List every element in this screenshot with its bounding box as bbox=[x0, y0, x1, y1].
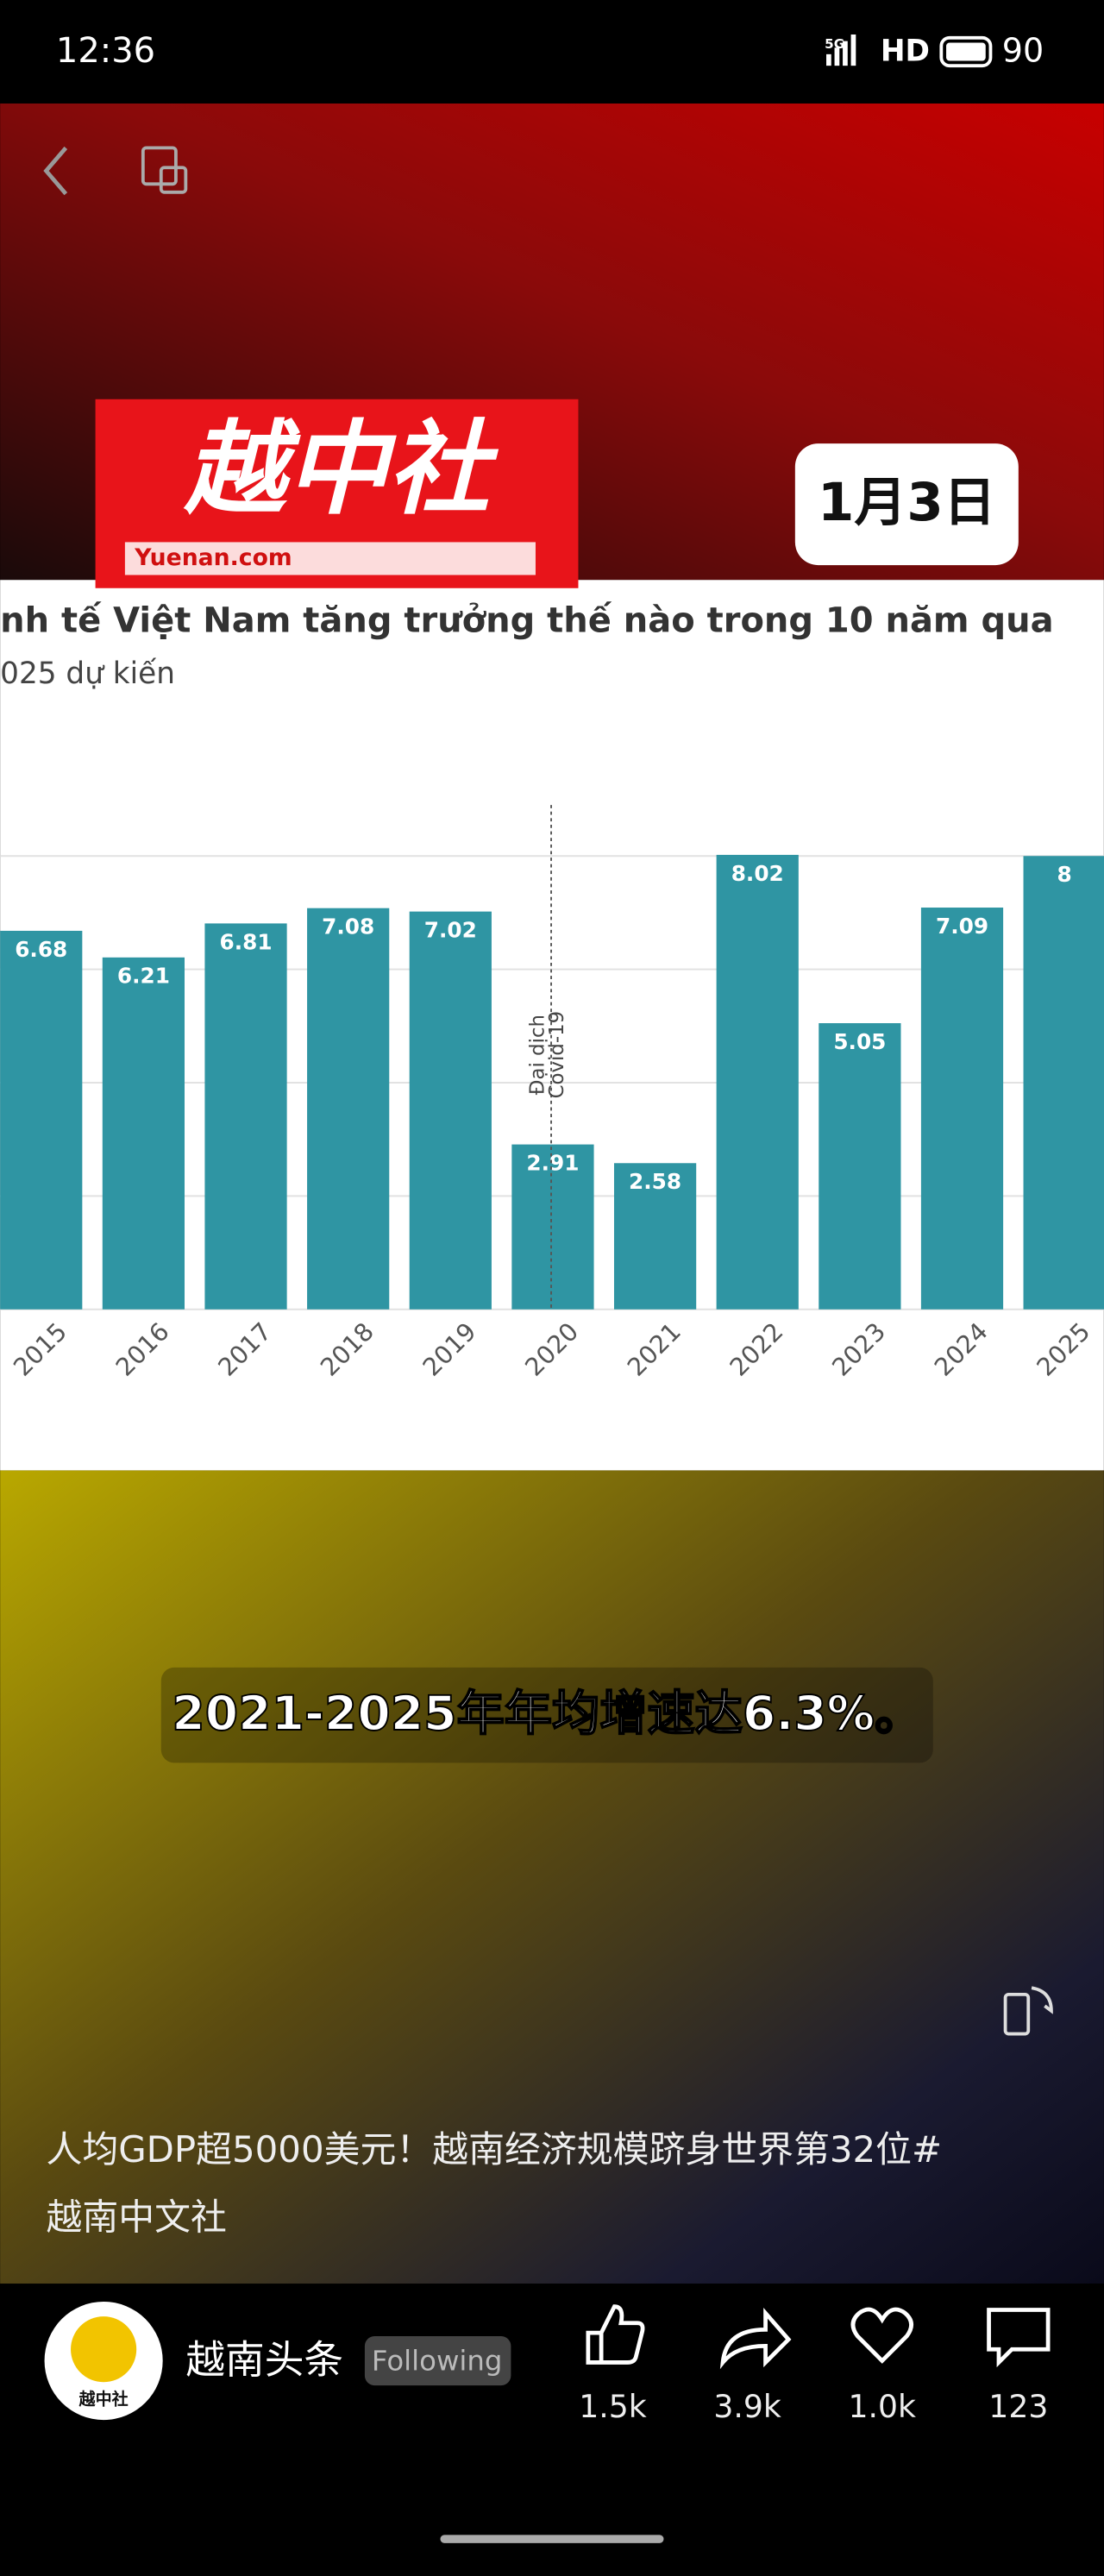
subtitle-bg bbox=[160, 1667, 933, 1763]
video-bottom bbox=[0, 1470, 1104, 2284]
home-indicator bbox=[440, 2535, 664, 2543]
bar bbox=[0, 930, 83, 1310]
bar bbox=[819, 1023, 901, 1310]
data-label: 8.02 bbox=[731, 861, 784, 886]
data-label: 5.05 bbox=[833, 1029, 886, 1054]
bar bbox=[511, 1144, 594, 1310]
heart-icon[interactable] bbox=[850, 2307, 913, 2364]
data-label: 7.02 bbox=[424, 917, 477, 942]
brand-site: Yuenan.com bbox=[134, 544, 292, 571]
bar bbox=[204, 923, 287, 1310]
brand-strip bbox=[124, 542, 536, 575]
action-count: 3.9k bbox=[713, 2388, 781, 2425]
date-badge-bg bbox=[794, 443, 1019, 566]
bar bbox=[920, 908, 1004, 1310]
description-line: 越南中文社 bbox=[46, 2196, 226, 2238]
time: 12:36 bbox=[56, 31, 155, 71]
battery-icon bbox=[939, 35, 993, 68]
date-badge: 1月3日 bbox=[818, 472, 996, 533]
bar bbox=[1023, 856, 1104, 1310]
back-button[interactable] bbox=[43, 146, 68, 196]
action-icons bbox=[586, 2304, 1051, 2370]
action-count: 1.5k bbox=[579, 2388, 647, 2425]
annotation: Covid-19 bbox=[546, 1011, 568, 1099]
bar bbox=[409, 911, 492, 1310]
data-label: 6.68 bbox=[15, 937, 67, 962]
author-name[interactable]: 越南头条 bbox=[185, 2337, 343, 2383]
avatar-logo bbox=[71, 2316, 137, 2383]
window-button[interactable] bbox=[141, 146, 188, 194]
data-label: 2.91 bbox=[526, 1150, 579, 1175]
like-icon[interactable] bbox=[586, 2304, 645, 2365]
battery-level bbox=[946, 42, 986, 61]
chart-title: nh tế Việt Nam tăng trưởng thế nào trong… bbox=[0, 601, 1053, 641]
action-count: 1.0k bbox=[849, 2388, 917, 2425]
bar bbox=[716, 854, 799, 1310]
signal: 5G bbox=[825, 36, 844, 52]
follow-button-bg[interactable] bbox=[364, 2335, 511, 2386]
battery: 90 bbox=[1002, 31, 1044, 69]
bar bbox=[613, 1163, 697, 1310]
data-label: 7.09 bbox=[936, 914, 988, 939]
comment-icon[interactable] bbox=[987, 2308, 1051, 2368]
annotation: Đại dịch bbox=[526, 1015, 549, 1095]
data-label: 8 bbox=[1057, 862, 1072, 887]
bar bbox=[102, 957, 185, 1310]
data-label: 6.21 bbox=[117, 964, 170, 989]
bar bbox=[307, 908, 390, 1310]
network: HD bbox=[881, 34, 930, 68]
brand: 越中社 bbox=[183, 409, 499, 528]
data-label: 7.08 bbox=[322, 914, 374, 939]
data-label: 2.58 bbox=[629, 1169, 681, 1194]
description-line: 人均GDP超5000美元！越南经济规模跻身世界第32位# bbox=[46, 2128, 942, 2171]
action-count: 123 bbox=[988, 2388, 1048, 2425]
avatar-text: 越中社 bbox=[78, 2390, 129, 2410]
chart-subtitle: 025 dự kiến bbox=[0, 657, 175, 691]
action-counts: 1.5k 3.9k 1.0k 123 bbox=[579, 2388, 1048, 2425]
signal-bars bbox=[826, 34, 856, 66]
follow-button[interactable]: Following bbox=[372, 2344, 503, 2377]
share-icon[interactable] bbox=[719, 2307, 792, 2370]
data-label: 6.81 bbox=[219, 929, 272, 954]
rotate-icon[interactable] bbox=[1003, 1986, 1053, 2036]
video-subtitle: 2021-2025年年均增速达6.3%。 bbox=[172, 1687, 922, 1742]
